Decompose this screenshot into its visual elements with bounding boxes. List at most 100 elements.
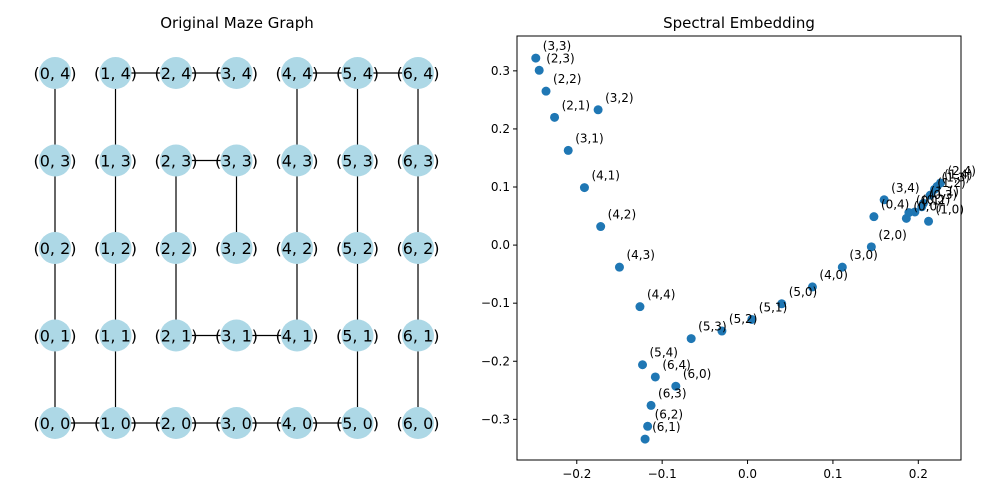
x-tick-label: −0.1 — [648, 467, 677, 481]
scatter-point-label: (4,2) — [608, 208, 636, 222]
scatter-point — [747, 314, 757, 324]
graph-nodes: (0, 0) (0, 1) (0, 2) (0, 3) (0, 4) (1, 0) (1, … — [33, 57, 440, 439]
maze-node — [39, 144, 71, 177]
y-tick-label: 0.1 — [491, 180, 510, 194]
scatter-point — [936, 178, 946, 188]
maze-node — [402, 144, 434, 177]
x-tick-label: 0.2 — [909, 467, 928, 481]
maze-node — [402, 57, 434, 89]
maze-node — [402, 407, 434, 439]
maze-node — [99, 57, 132, 89]
scatter-point — [869, 212, 879, 222]
maze-node — [160, 319, 192, 352]
maze-node-label: (6, 4) — [396, 64, 439, 83]
maze-node — [99, 407, 132, 439]
scatter-point — [579, 183, 589, 193]
maze-node-label: (5, 0) — [336, 414, 379, 433]
maze-node-label: (2, 4) — [154, 64, 197, 83]
scatter-point-label: (3,0) — [849, 248, 877, 262]
scatter-point-label: (5,1) — [759, 300, 787, 314]
scatter-point-label: (1,2) — [937, 176, 965, 190]
y-tick-label: 0.2 — [491, 122, 510, 136]
scatter-point-label: (1,0) — [936, 202, 964, 216]
maze-node-label: (3, 0) — [215, 414, 258, 433]
maze-node — [220, 407, 253, 439]
maze-node — [402, 232, 434, 264]
scatter-point-label: (2,0) — [878, 228, 906, 242]
scatter-point — [531, 53, 541, 63]
maze-node-label: (2, 3) — [154, 152, 197, 171]
scatter-point — [671, 381, 681, 391]
maze-node-label: (3, 4) — [215, 64, 258, 83]
scatter-point-label: (6,1) — [652, 420, 680, 434]
maze-node — [281, 144, 313, 177]
scatter-point-label: (5,3) — [698, 320, 726, 334]
y-axis: −0.3 −0.2 −0.1 0.0 0.1 0.2 0.3 — [481, 64, 517, 426]
maze-node-label: (3, 2) — [215, 239, 258, 258]
spectral-embedding-panel: Spectral Embedding −0.2 −0.1 0.0 0.1 0.2 −0.… — [481, 14, 976, 481]
scatter-point — [541, 86, 551, 96]
maze-node — [402, 319, 434, 352]
scatter-point — [643, 421, 653, 431]
scatter-point-label: (3,2) — [605, 91, 633, 105]
maze-node-label: (2, 1) — [154, 327, 197, 346]
scatter-point — [593, 105, 603, 115]
maze-node-label: (4, 0) — [275, 414, 318, 433]
maze-node-label: (2, 0) — [154, 414, 197, 433]
maze-node — [220, 144, 253, 177]
scatter-point-labels: (3,3)(2,3) (2,2) (2,1) (3,2) (3,1) (4,1) (4,2)… — [543, 39, 976, 434]
maze-node — [341, 57, 374, 89]
maze-node — [160, 57, 192, 89]
maze-node-label: (1, 1) — [94, 327, 137, 346]
scatter-point — [866, 242, 876, 252]
scatter-point — [777, 299, 787, 309]
scatter-point-label: (5,0) — [789, 285, 817, 299]
scatter-point-label: (4,4) — [647, 288, 675, 302]
maze-node-label: (2, 2) — [154, 239, 197, 258]
scatter-point-label: (5,4) — [650, 346, 678, 360]
scatter-point — [837, 262, 847, 272]
maze-node-label: (1, 3) — [94, 152, 137, 171]
x-tick-label: 0.1 — [823, 467, 842, 481]
scatter-point — [534, 65, 544, 75]
scatter-point — [924, 216, 934, 226]
maze-node-label: (1, 4) — [94, 64, 137, 83]
maze-node — [220, 57, 253, 89]
maze-node-label: (5, 1) — [336, 327, 379, 346]
scatter-point-label: (0,2) — [922, 193, 950, 207]
maze-node-label: (1, 0) — [94, 414, 137, 433]
x-tick-label: 0.0 — [738, 467, 757, 481]
scatter-point-label: (3,1) — [575, 131, 603, 145]
scatter-point — [717, 326, 727, 336]
scatter-point-label: (0,4) — [881, 198, 909, 212]
scatter-point — [807, 282, 817, 292]
maze-node-label: (4, 4) — [275, 64, 318, 83]
maze-node — [220, 319, 253, 352]
maze-node — [160, 144, 192, 177]
y-tick-label: −0.1 — [481, 296, 510, 310]
y-tick-label: 0.3 — [491, 64, 510, 78]
maze-node — [160, 232, 192, 264]
maze-node — [341, 407, 374, 439]
scatter-point-label: (0,0) — [913, 199, 941, 213]
plot-area-frame — [516, 35, 962, 461]
maze-node-label: (6, 1) — [396, 327, 439, 346]
scatter-point-label: (1,1) — [930, 184, 958, 198]
scatter-point — [686, 334, 696, 344]
scatter-point-label: (3,3) — [543, 39, 571, 53]
scatter-point-label: (2,4) — [948, 164, 976, 178]
maze-node-label: (0, 4) — [33, 64, 76, 83]
scatter-point-label: (1,3) — [942, 170, 970, 184]
maze-node — [39, 319, 71, 352]
scatter-point-label: (1,4) — [944, 167, 972, 181]
maze-node — [341, 319, 374, 352]
scatter-point — [635, 302, 645, 312]
scatter-point-label: (6,0) — [683, 367, 711, 381]
maze-node-label: (0, 1) — [33, 327, 76, 346]
maze-node — [160, 407, 192, 439]
scatter-point — [910, 207, 920, 217]
maze-graph-panel: Original Maze Graph (0, 0)(0, 1)(0, 2)(0… — [33, 14, 440, 439]
scatter-point-label: (3,4) — [891, 181, 919, 195]
scatter-point-label: (6,2) — [655, 407, 683, 421]
maze-node-label: (5, 3) — [336, 152, 379, 171]
